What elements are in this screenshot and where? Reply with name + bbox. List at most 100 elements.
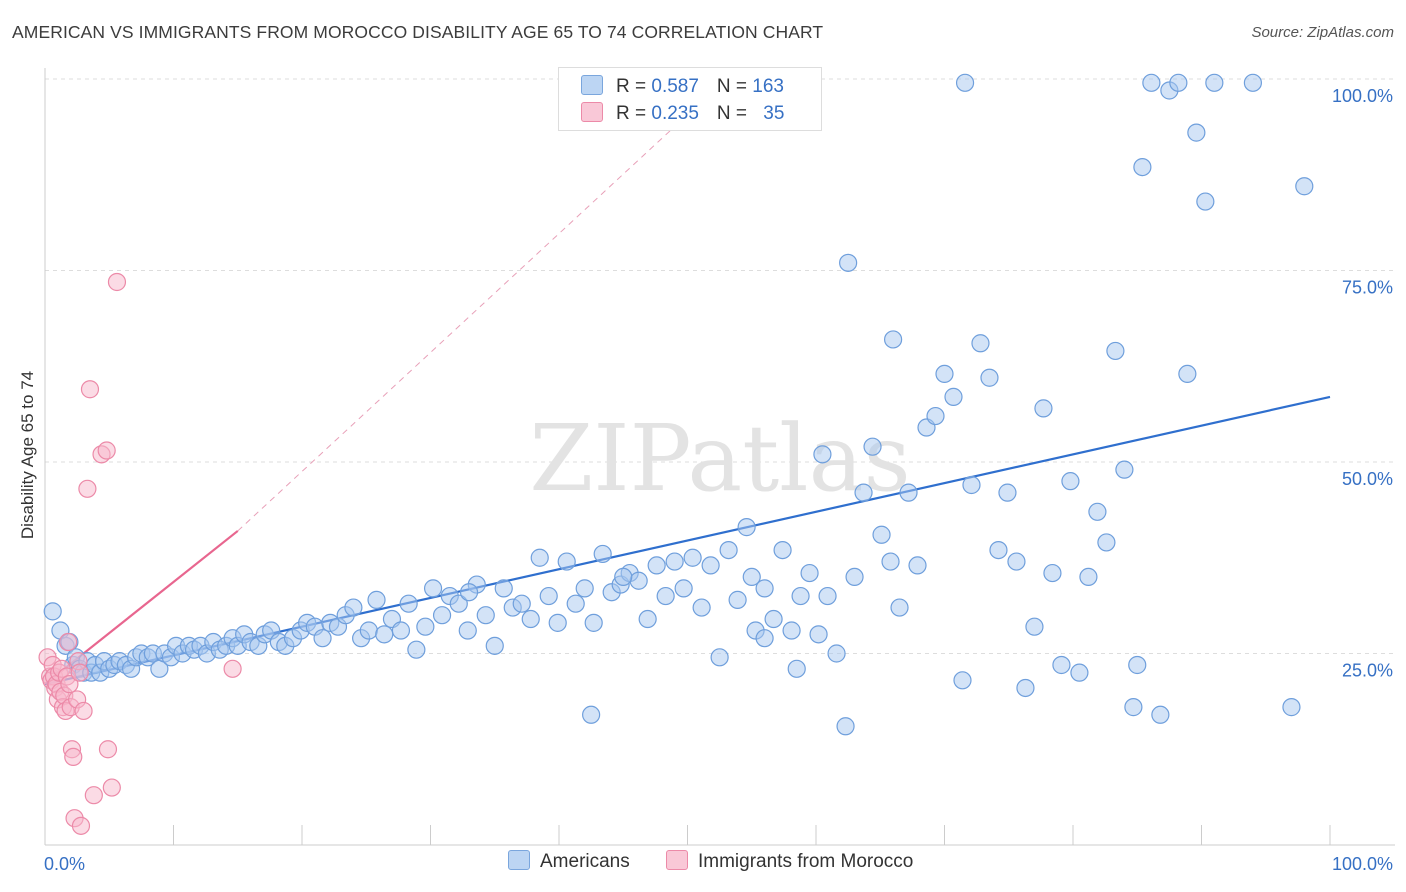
morocco-point (80, 380, 100, 399)
source-label: Source: ZipAtlas.com (1251, 24, 1394, 41)
americans-point (1142, 73, 1161, 92)
americans-point (1151, 705, 1170, 724)
americans-point (1178, 364, 1197, 384)
americans-point (1295, 177, 1314, 196)
americans-point (399, 594, 418, 613)
americans-point (791, 586, 810, 606)
americans-point (863, 437, 882, 456)
americans-point (539, 586, 558, 606)
americans-point (575, 579, 594, 598)
y-tick-label: 75.0% (1342, 278, 1393, 298)
americans-point (485, 636, 504, 655)
americans-point (593, 544, 612, 564)
morocco-point (107, 272, 127, 292)
morocco-point (60, 675, 79, 694)
data-points (38, 73, 1314, 835)
americans-point (719, 540, 738, 560)
americans-point (359, 621, 378, 640)
morocco-point (78, 479, 97, 498)
americans-point (955, 73, 975, 92)
americans-point (1115, 460, 1134, 479)
americans-point (674, 579, 693, 598)
chart-title: AMERICAN VS IMMIGRANTS FROM MOROCCO DISA… (12, 22, 824, 42)
americans-point (548, 613, 567, 632)
americans-point (647, 556, 666, 575)
americans-point (638, 609, 657, 629)
americans-point (813, 445, 832, 464)
americans-point (883, 330, 903, 349)
morocco-legend-label: Immigrants from Morocco (698, 851, 914, 872)
americans-point (582, 705, 601, 724)
americans-point (908, 556, 927, 575)
americans-point (1128, 655, 1147, 675)
legend-n-value: 35 (763, 103, 785, 124)
americans-point (701, 556, 720, 575)
americans-point (692, 598, 711, 617)
americans-point (423, 579, 443, 598)
morocco-trend-extension (237, 78, 727, 532)
americans-point (407, 640, 426, 659)
americans-point (313, 629, 332, 648)
x-tick-label: 100.0% (1332, 854, 1393, 874)
watermark: ZIPatlas (529, 405, 910, 512)
americans-point (728, 590, 747, 609)
morocco-point (64, 747, 83, 767)
morocco-point (223, 659, 242, 678)
americans-point (43, 602, 62, 621)
morocco-point (74, 701, 93, 721)
americans-point (1187, 123, 1206, 142)
americans-point (839, 253, 858, 272)
legend: R = 0.587 N = 163 R = 0.235 N = 35 (558, 67, 822, 131)
legend-r-label: R = (616, 76, 652, 97)
americans-point (827, 644, 846, 663)
americans-point (836, 717, 855, 736)
americans-point (773, 540, 792, 560)
americans-point (1052, 655, 1071, 675)
americans-point (742, 567, 761, 587)
morocco-swatch (581, 102, 603, 122)
americans-point (845, 567, 864, 587)
americans-point (710, 648, 729, 667)
americans-point (1043, 563, 1062, 583)
y-tick-label: 25.0% (1342, 661, 1393, 681)
americans-legend-label: Americans (540, 851, 630, 872)
morocco-point (70, 663, 89, 682)
americans-point (764, 609, 783, 629)
americans-point (344, 598, 363, 617)
americans-point (1282, 698, 1301, 717)
americans-point (854, 483, 873, 502)
americans-point (375, 625, 394, 644)
y-tick-label: 100.0% (1332, 86, 1393, 106)
americans-point (1097, 533, 1116, 552)
americans-point (494, 579, 513, 598)
axes (44, 68, 1395, 846)
americans-point (458, 621, 477, 640)
americans-point (1070, 663, 1089, 682)
americans-point (476, 606, 495, 625)
americans-point (998, 483, 1017, 502)
americans-point (665, 552, 684, 571)
americans-point (935, 364, 954, 384)
americans-point (1205, 73, 1224, 92)
americans-point (1243, 73, 1263, 92)
americans-point (953, 671, 972, 690)
morocco-point (59, 632, 78, 652)
americans-point (737, 518, 756, 537)
americans-point (566, 594, 585, 613)
americans-point (818, 586, 837, 606)
morocco-point (84, 786, 103, 805)
americans-point (557, 552, 576, 571)
tick-labels: 25.0% 50.0% 75.0% 100.0% 0.0% 100.0% (44, 86, 1393, 874)
morocco-point (98, 740, 118, 759)
americans-point (584, 613, 603, 632)
americans-point (980, 368, 999, 387)
americans-point (755, 579, 774, 598)
americans-point (809, 625, 828, 644)
americans-point (890, 598, 909, 617)
americans-point (530, 548, 549, 567)
y-tick-label: 50.0% (1342, 469, 1393, 489)
americans-point (449, 594, 468, 613)
americans-point (416, 617, 435, 636)
legend-n-label: N = (716, 76, 753, 97)
legend-r-label: R = (616, 103, 652, 124)
